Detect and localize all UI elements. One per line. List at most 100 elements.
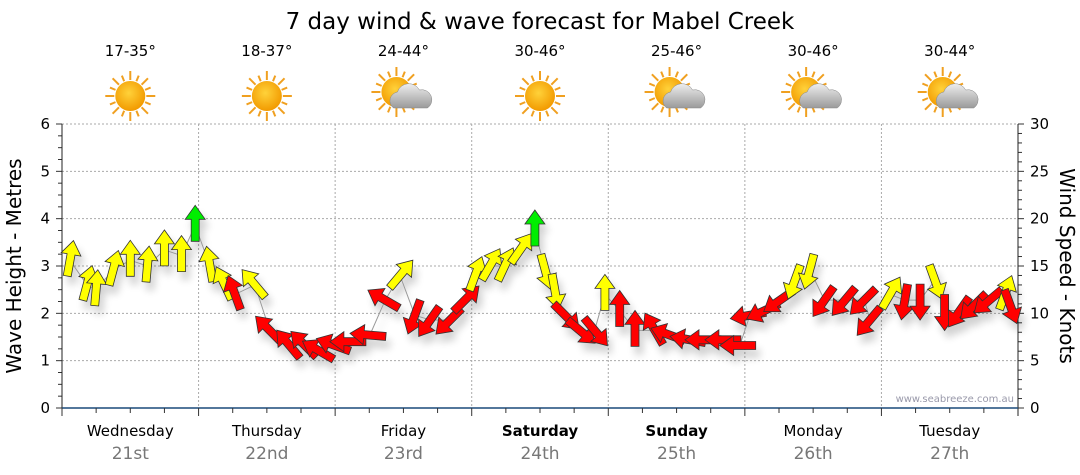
day-column: 30-44° Tuesday 27th	[917, 42, 980, 464]
day-name: Sunday	[645, 422, 708, 440]
sun-ray	[120, 75, 126, 82]
wind-arrow	[450, 285, 480, 315]
y-tick-left: 5	[40, 162, 50, 180]
sun-ray	[144, 101, 151, 106]
wind-arrow	[524, 209, 546, 247]
sun-ray	[648, 82, 656, 87]
sun-ray	[530, 75, 535, 82]
sun-ray	[554, 86, 561, 91]
wind-arrow	[198, 245, 220, 283]
sun-ray	[787, 73, 796, 82]
wind-arrow	[580, 315, 608, 347]
sun-ray	[816, 73, 825, 82]
wind-arrow	[329, 330, 367, 353]
sun-ray	[680, 73, 688, 82]
day-date: 26th	[794, 444, 833, 464]
wind-arrow	[212, 266, 236, 302]
sun-ray	[272, 110, 277, 117]
y-tick-right: 5	[1030, 352, 1040, 370]
wind-arrows	[60, 204, 1023, 364]
y-tick-right: 10	[1030, 304, 1049, 322]
day-name: Thursday	[231, 422, 302, 440]
wind-arrow	[184, 204, 206, 242]
partly-cloudy-icon	[644, 67, 706, 117]
sun-ray	[135, 75, 140, 82]
sun-ray	[933, 106, 938, 113]
wind-arrow	[608, 289, 631, 327]
sun-ray	[272, 75, 277, 82]
sun-ray	[135, 110, 140, 117]
sun-ray	[401, 71, 406, 78]
wind-arrow	[367, 287, 402, 313]
sun-ray	[375, 82, 383, 87]
sun-ray	[257, 75, 262, 82]
wind-arrow	[925, 263, 947, 300]
sun-ray	[277, 106, 286, 115]
sun-ray	[651, 73, 659, 82]
sun-ray	[375, 97, 383, 102]
sun-ray	[246, 101, 253, 106]
y-tick-right: 20	[1030, 210, 1049, 228]
sun-ray	[922, 97, 929, 102]
y-tick-right: 30	[1030, 115, 1049, 133]
sun-ray	[109, 101, 116, 106]
sun-ray	[246, 86, 253, 91]
y-tick-right: 15	[1030, 257, 1049, 275]
day-column: 24-44° Friday 23rd	[371, 42, 433, 464]
temp-range: 30-46°	[788, 42, 839, 60]
wind-arrow	[812, 284, 838, 318]
sun-disc	[115, 81, 146, 111]
partly-cloudy-icon	[917, 67, 979, 117]
sun-ray	[924, 102, 933, 111]
sun-ray	[248, 77, 257, 86]
y-tick-right: 0	[1030, 399, 1040, 417]
sun-ray	[922, 82, 929, 87]
sun-ray	[947, 71, 953, 78]
sun-ray	[120, 110, 126, 117]
wind-arrow	[960, 290, 990, 320]
y-tick-left: 6	[40, 115, 50, 133]
day-date: 24th	[520, 444, 559, 464]
sun-ray	[257, 110, 262, 117]
wind-arrow	[545, 272, 567, 311]
wind-arrow	[222, 274, 245, 312]
sun-ray	[140, 77, 149, 86]
sun-ray	[387, 71, 392, 78]
wind-arrow	[60, 239, 82, 278]
temp-range: 18-37°	[241, 42, 292, 60]
sun-ray	[785, 97, 792, 102]
sun-ray	[281, 86, 288, 91]
sun-ray	[387, 106, 392, 113]
temp-range: 30-44°	[924, 42, 975, 60]
wind-arrow	[170, 234, 193, 273]
sun-ray	[651, 102, 659, 111]
wind-arrow	[137, 245, 159, 283]
sun-ray	[787, 102, 796, 111]
wind-arrow	[719, 334, 757, 357]
sun-ray	[248, 106, 257, 115]
sun-ray	[660, 106, 665, 113]
cloud	[389, 83, 433, 109]
sun-ray	[111, 106, 120, 115]
sun-ray	[378, 102, 386, 111]
wind-arrow	[386, 259, 414, 291]
watermark: www.seabreeze.com.au	[896, 394, 1014, 405]
day-column: 25-46° Sunday 25th	[644, 42, 708, 464]
wind-arrow	[594, 273, 616, 311]
day-name: Tuesday	[918, 422, 980, 440]
y-axis-label-left: Wave Height - Metres	[2, 158, 26, 373]
cloud	[662, 83, 706, 109]
day-date: 22nd	[245, 444, 288, 464]
partly-cloudy-icon	[781, 67, 842, 117]
temp-range: 17-35°	[105, 42, 156, 60]
wind-arrow	[507, 232, 533, 266]
wind-arrow	[831, 284, 859, 316]
chart-title: 7 day wind & wave forecast for Mabel Cre…	[286, 9, 795, 35]
sun-disc	[525, 81, 555, 111]
sun-icon	[515, 71, 565, 121]
sun-ray	[933, 71, 938, 78]
partly-cloudy-icon	[371, 67, 433, 117]
wind-arrow	[856, 304, 884, 336]
day-date: 21st	[112, 444, 149, 464]
